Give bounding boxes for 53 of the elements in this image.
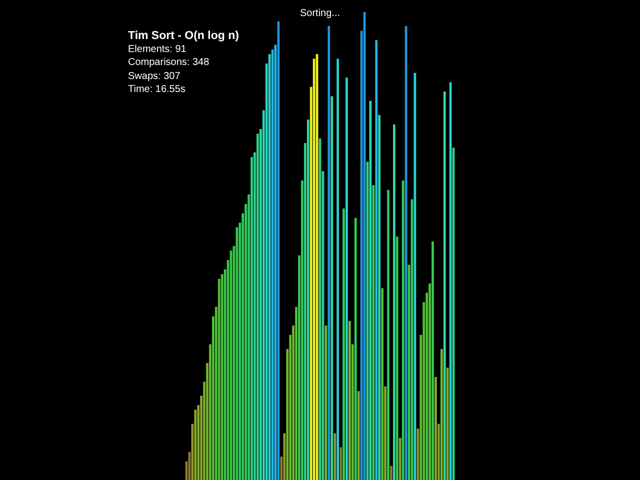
bar <box>390 466 392 480</box>
bar <box>437 424 440 480</box>
bar <box>334 433 336 480</box>
bar <box>301 180 304 480</box>
bar <box>330 96 334 480</box>
bar <box>381 288 384 480</box>
bar <box>292 326 294 480</box>
bar <box>336 58 339 480</box>
bar <box>304 143 306 480</box>
bar <box>440 348 443 480</box>
bar <box>328 26 330 480</box>
bar <box>191 424 194 480</box>
bar <box>432 241 434 480</box>
bar <box>398 438 402 480</box>
bar <box>446 368 449 480</box>
bar <box>209 344 212 480</box>
text: Tim Sort - O(n log n) <box>128 29 239 43</box>
bar <box>428 283 431 480</box>
bar <box>384 386 386 480</box>
bar <box>262 110 265 480</box>
bar <box>298 255 300 480</box>
bar <box>392 124 396 480</box>
bar <box>375 40 378 480</box>
bar <box>416 428 420 480</box>
bar <box>378 114 381 480</box>
bar <box>220 274 224 480</box>
bar <box>346 78 348 480</box>
annotation: Elements: 91 <box>128 44 186 56</box>
bar <box>420 334 422 480</box>
bar <box>306 120 310 480</box>
bar <box>280 456 283 480</box>
bar <box>295 306 298 480</box>
bar <box>342 208 345 480</box>
bar <box>357 391 360 480</box>
bar <box>236 227 238 480</box>
bar <box>283 433 286 480</box>
bar <box>387 190 390 480</box>
bar <box>248 194 250 480</box>
chart-subtitle: Sorting... <box>298 8 342 20</box>
text: Swaps: 307 <box>128 70 180 83</box>
bar <box>402 180 404 480</box>
bar <box>354 218 357 480</box>
annotation: Time: 16.55s <box>128 84 186 96</box>
bar <box>348 320 351 480</box>
bar <box>443 92 446 480</box>
bar <box>203 382 206 480</box>
bar <box>324 326 328 480</box>
bar <box>372 185 375 480</box>
bar <box>340 447 342 480</box>
bar <box>434 377 437 480</box>
bar <box>256 134 259 480</box>
bar <box>396 236 398 480</box>
annotation: Comparisons: 348 <box>128 57 210 70</box>
